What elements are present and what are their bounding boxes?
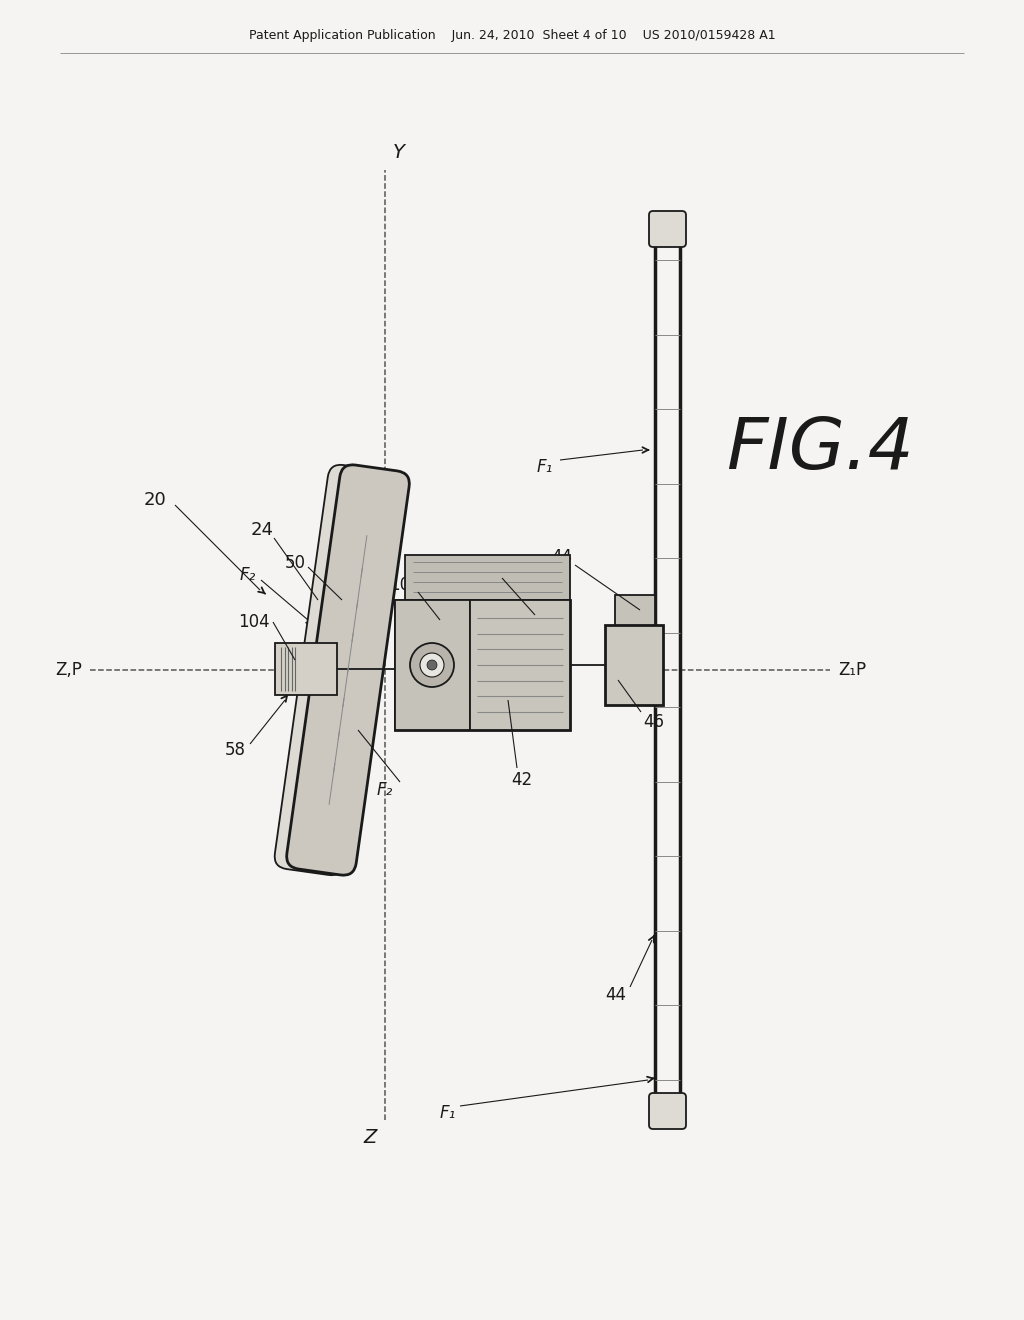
Text: 58: 58 <box>224 741 246 759</box>
Text: 20: 20 <box>143 491 166 510</box>
Text: 44: 44 <box>552 548 572 566</box>
Text: 24: 24 <box>251 521 273 539</box>
Text: 102: 102 <box>389 576 421 594</box>
Text: F₁: F₁ <box>537 458 553 477</box>
Text: Patent Application Publication    Jun. 24, 2010  Sheet 4 of 10    US 2010/015942: Patent Application Publication Jun. 24, … <box>249 29 775 41</box>
Bar <box>470 601 570 730</box>
FancyBboxPatch shape <box>287 465 410 875</box>
Circle shape <box>427 660 437 671</box>
Text: 46: 46 <box>643 713 664 731</box>
Bar <box>395 601 470 730</box>
Text: Z,P: Z,P <box>55 661 82 678</box>
Bar <box>605 624 663 705</box>
Text: 42: 42 <box>511 771 532 789</box>
Text: FIG.4: FIG.4 <box>726 416 913 484</box>
Bar <box>406 554 570 601</box>
FancyBboxPatch shape <box>274 465 397 875</box>
FancyBboxPatch shape <box>649 1093 686 1129</box>
Circle shape <box>410 643 454 686</box>
FancyBboxPatch shape <box>649 211 686 247</box>
Text: Z₁P: Z₁P <box>838 661 866 678</box>
Text: F₂: F₂ <box>377 781 393 799</box>
Text: F₁: F₁ <box>440 1104 456 1122</box>
Bar <box>395 601 570 730</box>
Text: Z: Z <box>364 1129 377 1147</box>
Text: 104: 104 <box>239 612 269 631</box>
Text: Y: Y <box>393 143 404 162</box>
Bar <box>275 643 337 696</box>
Text: F₂: F₂ <box>240 566 256 583</box>
Bar <box>615 595 655 624</box>
Text: 40: 40 <box>485 556 508 574</box>
Text: 50: 50 <box>285 554 305 572</box>
Text: 44: 44 <box>605 986 627 1005</box>
Circle shape <box>420 653 444 677</box>
